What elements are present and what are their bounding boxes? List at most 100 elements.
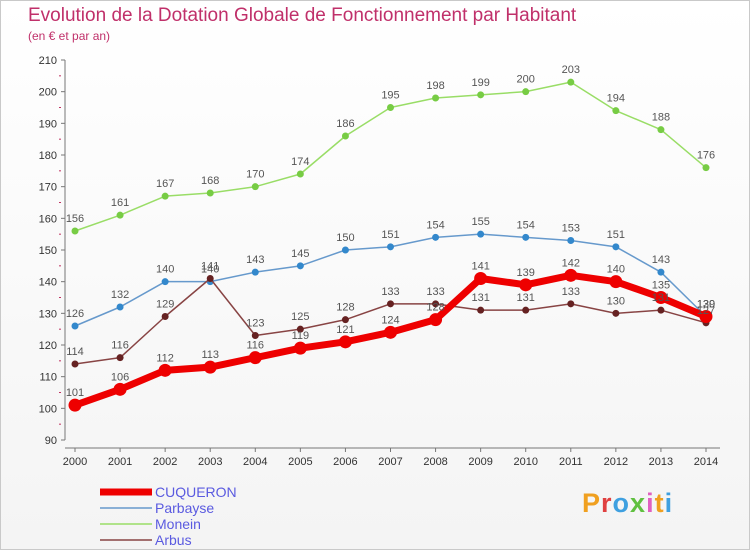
x-tick-label: 2010 [513, 456, 537, 468]
data-label-cuqueron: 112 [156, 352, 174, 364]
data-label-cuqueron: 130 [697, 299, 715, 311]
data-point-cuqueron [113, 382, 127, 396]
data-point-arbus [612, 309, 620, 317]
data-point-cuqueron [203, 360, 217, 374]
data-point-monein [387, 104, 394, 111]
y-tick-label: 170 [39, 182, 57, 194]
data-point-cuqueron [338, 335, 352, 349]
x-tick-label: 2002 [153, 456, 177, 468]
x-tick-label: 2013 [649, 456, 673, 468]
data-label-arbus: 130 [607, 295, 625, 307]
data-point-parbayse [71, 322, 79, 330]
data-label-arbus: 141 [201, 261, 219, 273]
x-tick-label: 2004 [243, 456, 267, 468]
data-label-cuqueron: 139 [517, 267, 535, 279]
data-point-monein [341, 132, 349, 140]
data-point-arbus [432, 300, 440, 308]
y-tick-label: 190 [39, 118, 57, 130]
x-tick-label: 2014 [694, 456, 718, 468]
chart-subtitle: (en € et par an) [28, 29, 111, 43]
x-tick-label: 2011 [559, 456, 583, 468]
data-point-monein [116, 211, 124, 219]
data-point-parbayse [387, 243, 394, 251]
data-point-arbus [206, 275, 214, 282]
data-label-monein: 176 [697, 150, 715, 162]
data-label-parbayse: 154 [517, 219, 535, 231]
data-label-parbayse: 150 [336, 232, 354, 244]
data-label-arbus: 129 [156, 299, 174, 311]
data-label-monein: 167 [156, 178, 174, 190]
data-label-monein: 198 [426, 80, 444, 92]
logo-letter: i [646, 488, 655, 518]
data-point-monein [206, 189, 214, 197]
x-tick-label: 2007 [378, 456, 402, 468]
data-label-monein: 168 [201, 175, 219, 187]
data-point-arbus [657, 306, 665, 314]
data-label-cuqueron: 142 [562, 257, 580, 269]
x-tick-label: 2009 [468, 456, 492, 468]
data-label-parbayse: 140 [156, 264, 174, 276]
data-label-monein: 188 [652, 112, 670, 124]
data-point-cuqueron [699, 310, 713, 323]
data-point-parbayse [612, 243, 620, 251]
data-point-cuqueron [519, 278, 533, 292]
data-label-arbus: 133 [426, 286, 444, 298]
data-point-arbus [161, 313, 169, 320]
data-label-cuqueron: 128 [426, 302, 444, 314]
data-point-cuqueron [429, 313, 443, 327]
data-label-parbayse: 155 [471, 216, 489, 228]
y-tick-label: 150 [39, 245, 57, 257]
data-point-arbus [341, 316, 349, 324]
data-point-parbayse [567, 237, 575, 244]
data-label-arbus: 114 [66, 346, 84, 358]
x-tick-label: 2000 [63, 456, 87, 468]
data-label-monein: 200 [517, 74, 535, 86]
data-point-parbayse [161, 278, 169, 286]
y-tick-label: 160 [39, 213, 57, 225]
data-label-parbayse: 129 [697, 299, 715, 311]
logo-letter: t [654, 488, 665, 518]
data-label-parbayse: 153 [562, 223, 580, 235]
data-point-cuqueron [248, 351, 262, 365]
data-point-arbus [116, 354, 124, 362]
data-label-parbayse: 151 [607, 229, 625, 241]
data-label-parbayse: 132 [111, 289, 129, 301]
x-tick-label: 2003 [198, 456, 222, 468]
data-point-monein [477, 91, 485, 99]
data-label-monein: 156 [66, 213, 84, 225]
data-point-arbus [567, 300, 575, 308]
y-tick-label: 200 [39, 87, 57, 99]
data-label-cuqueron: 141 [471, 261, 489, 273]
data-label-cuqueron: 135 [652, 280, 670, 292]
data-point-cuqueron [609, 275, 623, 289]
data-point-monein [432, 94, 440, 102]
x-tick-label: 2005 [288, 456, 312, 468]
data-label-monein: 161 [111, 197, 129, 209]
data-label-arbus: 123 [246, 318, 264, 330]
data-label-parbayse: 140 [201, 264, 219, 276]
data-point-parbayse [251, 268, 259, 276]
y-tick-label: 140 [39, 277, 57, 289]
data-point-cuqueron [68, 398, 82, 412]
data-point-arbus [477, 306, 485, 314]
logo-letter: P [582, 488, 602, 518]
data-label-cuqueron: 119 [292, 330, 310, 342]
y-tick-label: 110 [39, 372, 57, 384]
data-point-parbayse [296, 262, 304, 270]
data-label-arbus: 131 [471, 292, 489, 304]
data-point-arbus [251, 332, 259, 339]
logo-letter: x [630, 488, 647, 518]
y-tick-label: 210 [39, 55, 57, 67]
y-tick-label: 100 [39, 403, 57, 415]
y-tick-label: 130 [39, 308, 57, 320]
legend-label-cuqueron: CUQUERON [155, 484, 237, 500]
data-label-monein: 174 [291, 156, 309, 168]
data-point-arbus [296, 325, 304, 333]
legend-label-parbayse: Parbayse [155, 500, 214, 516]
data-point-monein [71, 227, 79, 235]
data-point-cuqueron [564, 268, 578, 282]
legend-label-arbus: Arbus [155, 532, 192, 548]
data-point-cuqueron [384, 325, 397, 339]
